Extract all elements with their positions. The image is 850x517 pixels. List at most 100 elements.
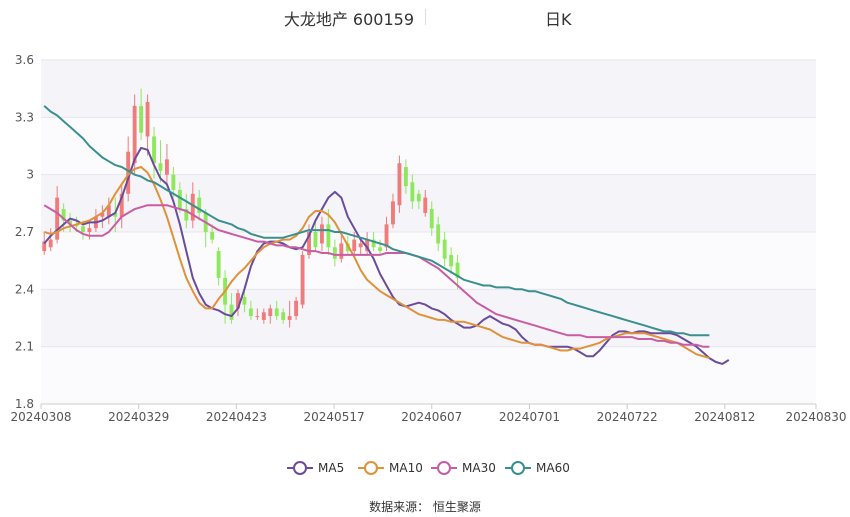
candle-body: [384, 224, 389, 248]
ma-line-ma10: [43, 166, 710, 360]
chart-period: 日K: [545, 10, 572, 29]
y-tick-label: 3: [26, 168, 34, 182]
candle-body: [152, 136, 156, 164]
candle-body: [190, 193, 195, 221]
legend-swatch-ma5: [287, 461, 313, 475]
candle-body: [68, 220, 72, 225]
y-tick-label: 1.8: [15, 397, 34, 411]
y-tick-label: 2.4: [15, 282, 34, 296]
candle-body: [391, 201, 395, 225]
candle-body: [281, 312, 286, 320]
x-tick-label: 20240607: [401, 410, 462, 424]
candle-body: [320, 224, 324, 244]
plot-band: [41, 346, 816, 404]
plot-band: [41, 60, 816, 118]
candle-body: [352, 239, 357, 252]
title-separator: [425, 9, 426, 25]
ma-line-ma5: [43, 146, 730, 365]
candle-body: [455, 262, 460, 278]
legend-item-ma60[interactable]: MA60: [505, 458, 570, 478]
candle-body: [403, 167, 408, 187]
candle-body: [300, 254, 305, 305]
legend-item-ma10[interactable]: MA10: [358, 458, 423, 478]
plot-background-bands: [41, 60, 816, 404]
candle-body: [236, 293, 240, 309]
x-tick-label: 20240722: [597, 410, 658, 424]
candle-body: [429, 209, 434, 229]
legend-swatch-ma10: [358, 461, 384, 475]
x-tick-label: 20240701: [499, 410, 560, 424]
candle-body: [216, 251, 221, 278]
candle-body: [326, 224, 331, 248]
candle-body: [416, 193, 421, 202]
candle-body: [171, 174, 176, 190]
candle-body: [126, 151, 131, 194]
candle-body: [307, 232, 311, 255]
candle-body: [365, 239, 370, 252]
candle-body: [332, 247, 337, 259]
candle-body: [184, 209, 189, 221]
candle-body: [139, 105, 144, 133]
x-tick-label: 20240329: [108, 410, 169, 424]
moving-average-lines: [43, 105, 730, 365]
candle-body: [132, 105, 137, 164]
candle-body: [81, 226, 85, 232]
legend-item-ma30[interactable]: MA30: [431, 458, 496, 478]
candle-body: [255, 316, 260, 318]
candle-body: [158, 163, 163, 171]
candle-body: [274, 308, 279, 317]
candle-body: [165, 159, 169, 175]
candle-body: [197, 197, 202, 213]
candle-body: [423, 197, 428, 213]
candle-body: [145, 102, 150, 137]
legend-swatch-ma60: [505, 461, 531, 475]
candle-body: [248, 308, 253, 317]
candle-body: [242, 296, 247, 305]
y-tick-label: 2.7: [15, 225, 34, 239]
candle-body: [449, 254, 454, 267]
y-tick-label: 2.1: [15, 340, 34, 354]
candle-body: [339, 243, 344, 259]
candle-body: [210, 232, 215, 240]
candle-body: [177, 189, 182, 210]
candle-body: [371, 239, 376, 248]
candle-body: [436, 224, 441, 244]
plot-band: [41, 174, 816, 232]
x-tick-label: 20240423: [206, 410, 267, 424]
x-tick-label: 20240308: [10, 410, 71, 424]
legend-label-ma30: MA30: [462, 461, 496, 475]
candle-body: [442, 239, 447, 259]
candle-body: [106, 205, 111, 217]
candle-body: [378, 247, 382, 252]
candle-body: [113, 212, 118, 217]
ma-line-ma60: [43, 105, 710, 337]
x-tick-label: 20240812: [694, 410, 755, 424]
candle-body: [119, 193, 124, 217]
x-tick-label: 20240517: [304, 410, 365, 424]
candle-body: [294, 300, 299, 317]
legend-label-ma5: MA5: [318, 461, 345, 475]
candle-body: [410, 182, 415, 202]
candle-body: [87, 228, 92, 232]
candle-body: [55, 197, 60, 240]
legend-label-ma60: MA60: [536, 461, 570, 475]
legend-swatch-ma30: [431, 461, 457, 475]
candle-body: [100, 212, 105, 217]
y-tick-label: 3.3: [15, 110, 34, 124]
chart-title: 大龙地产 600159: [283, 10, 414, 29]
chart-legend: MA5 MA10 MA30 MA60: [0, 458, 850, 478]
y-axis: 1.8 2.1 2.4 2.7 3 3.3 3.6: [15, 53, 34, 411]
chart-header: 大龙地产 600159 日K: [0, 6, 850, 29]
candle-body: [268, 308, 273, 317]
data-source-note: 数据来源： 恒生聚源: [369, 500, 481, 514]
candle-body: [229, 304, 234, 320]
plot-band: [41, 117, 816, 175]
ma-line-ma30: [43, 204, 710, 348]
grid-lines: [41, 59, 816, 405]
legend-item-ma5[interactable]: MA5: [287, 458, 344, 478]
candle-body: [42, 241, 47, 252]
legend-label-ma10: MA10: [389, 461, 423, 475]
y-tick-label: 3.6: [15, 53, 34, 67]
candle-body: [287, 316, 292, 320]
